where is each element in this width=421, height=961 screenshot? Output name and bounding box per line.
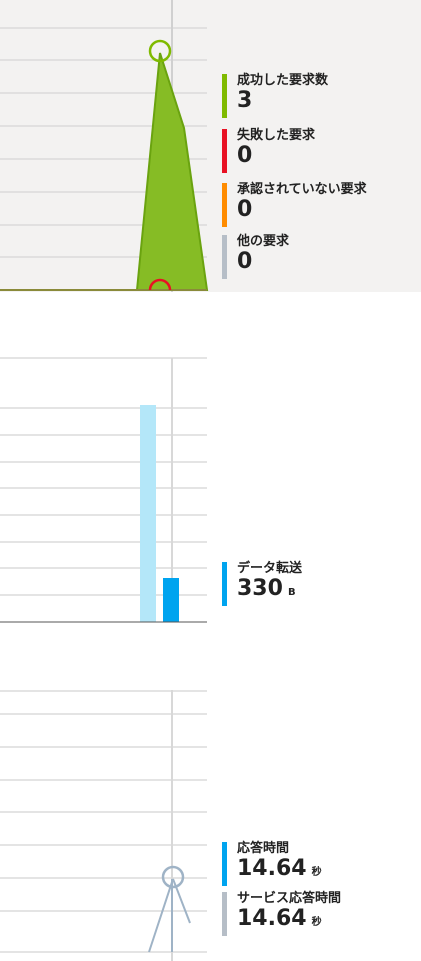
legend-color-bar (222, 129, 227, 173)
legend-value-unit: 秒 (311, 917, 322, 928)
transfer-gridlines (0, 357, 207, 596)
legend-value-unit: B (287, 587, 296, 598)
requests-panel: 成功した要求数 3 失敗した要求 0 承認されていない要求 0 他の要求 0 (0, 0, 421, 292)
requests-legend: 成功した要求数 3 失敗した要求 0 承認されていない要求 0 他の要求 0 (222, 72, 367, 281)
legend-item-successful-requests: 成功した要求数 3 (222, 72, 367, 127)
legend-value: 14.64 秒 (237, 907, 341, 935)
legend-color-bar (222, 842, 227, 886)
legend-value-number: 330 (237, 576, 283, 601)
legend-label: 成功した要求数 (237, 73, 329, 88)
transfer-bar (163, 578, 179, 622)
legend-label: 他の要求 (237, 234, 290, 249)
legend-label: 承認されていない要求 (237, 182, 367, 197)
legend-value: 0 (237, 249, 253, 274)
legend-label: サービス応答時間 (237, 891, 342, 906)
transfer-legend: データ転送 330 B (222, 560, 303, 606)
legend-label: データ転送 (237, 561, 303, 576)
legend-value-unit: 秒 (311, 867, 322, 878)
success-hover-marker (148, 39, 172, 63)
response-hover-marker (161, 865, 185, 889)
transfer-bar-light (140, 405, 156, 622)
legend-color-bar (222, 183, 227, 227)
legend-label: 応答時間 (237, 841, 290, 856)
legend-value: 14.64 秒 (237, 857, 341, 885)
response-series-line-a (148, 878, 174, 953)
success-series-area (135, 52, 209, 291)
response-time-chart[interactable] (0, 632, 421, 961)
legend-value-number: 14.64 (237, 906, 307, 931)
legend-item-unauthorized-requests: 承認されていない要求 0 (222, 181, 367, 233)
requests-chart[interactable] (0, 0, 421, 292)
data-transfer-panel: データ転送 330 B (0, 292, 421, 632)
legend-color-bar (222, 235, 227, 279)
legend-color-bar (222, 892, 227, 936)
legend-item-server-response-time: サービス応答時間 14.64 秒 (222, 890, 342, 936)
legend-value: 0 (237, 197, 253, 222)
legend-color-bar (222, 74, 227, 118)
legend-value: 3 (237, 88, 253, 113)
response-time-panel: 応答時間 14.64 秒 サービス応答時間 14.64 秒 (0, 632, 421, 961)
response-legend: 応答時間 14.64 秒 サービス応答時間 14.64 秒 (222, 840, 342, 936)
failed-hover-marker (148, 278, 172, 291)
legend-item-failed-requests: 失敗した要求 0 (222, 127, 367, 181)
legend-label: 失敗した要求 (237, 128, 316, 143)
legend-value: 0 (237, 143, 253, 168)
legend-item-other-requests: 他の要求 0 (222, 233, 367, 281)
requests-gridlines (0, 27, 207, 258)
data-transfer-chart[interactable] (0, 292, 421, 632)
legend-value-number: 14.64 (237, 856, 307, 881)
legend-value: 330 B (237, 577, 302, 605)
response-gridlines (0, 690, 207, 953)
legend-item-response-time: 応答時間 14.64 秒 (222, 840, 341, 890)
legend-item-data-transfer: データ転送 330 B (222, 560, 303, 606)
legend-color-bar (222, 562, 227, 606)
